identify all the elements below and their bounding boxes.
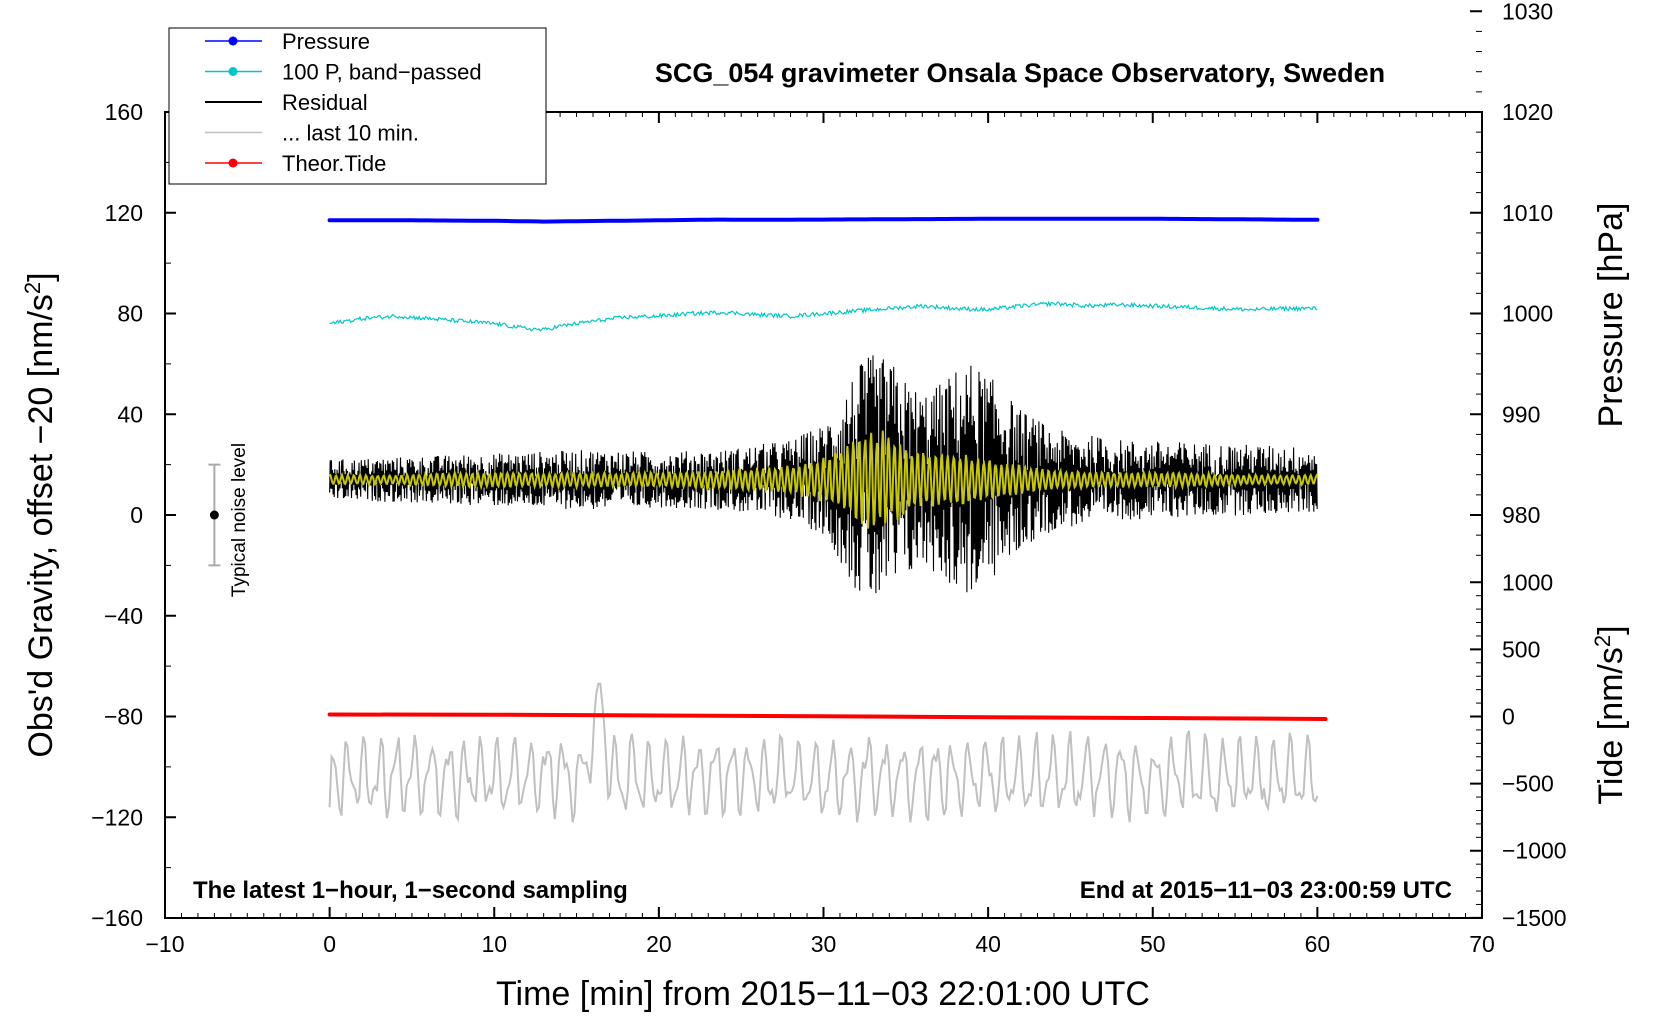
y-tick-label: −160 xyxy=(91,905,143,931)
legend: Pressure 100 P, band−passed Residual ... la… xyxy=(168,27,547,185)
end-time-note: End at 2015−11−03 23:00:59 UTC xyxy=(1080,877,1452,904)
legend-label: Residual xyxy=(282,90,368,115)
series-last-10-min xyxy=(328,682,1319,823)
legend-marker xyxy=(228,36,238,46)
legend-box xyxy=(168,27,547,185)
sampling-note: The latest 1−hour, 1−second sampling xyxy=(193,877,628,904)
x-tick-label: 70 xyxy=(1469,931,1495,957)
x-tick-label: 0 xyxy=(323,931,336,957)
x-tick-label: 60 xyxy=(1305,931,1331,957)
series-residual-smoothed xyxy=(329,430,1319,529)
noise-level-label: Typical noise level xyxy=(229,443,250,597)
tide-tick-label: 500 xyxy=(1502,636,1540,662)
tide-tick-label: 0 xyxy=(1502,704,1515,730)
y-tick-label: 120 xyxy=(105,200,143,226)
y-tick-label: 80 xyxy=(117,301,143,327)
series-band-passed-pressure xyxy=(329,300,1318,332)
legend-label: ... last 10 min. xyxy=(282,121,419,146)
noise-level-bar xyxy=(208,463,221,567)
legend-label: Theor.Tide xyxy=(282,151,386,176)
x-tick-label: 20 xyxy=(646,931,672,957)
legend-label: 100 P, band−passed xyxy=(282,60,482,85)
pressure-tick-label: 1030 xyxy=(1502,0,1553,24)
y-tick-label: −40 xyxy=(104,603,143,629)
x-tick-label: 10 xyxy=(481,931,507,957)
left-axis-ticks: 160 120 80 40 0 −40 −80 −120 −160 xyxy=(91,99,176,931)
pressure-tick-label: 1020 xyxy=(1502,99,1553,125)
pressure-axis-label: Pressure [hPa] xyxy=(1592,203,1630,428)
x-tick-label: 30 xyxy=(811,931,837,957)
pressure-tick-label: 1000 xyxy=(1502,301,1553,327)
series-line-residual-smoothed xyxy=(329,430,1319,529)
x-tick-label: −10 xyxy=(145,931,184,957)
y-tick-label: −80 xyxy=(104,704,143,730)
x-tick-label: 40 xyxy=(975,931,1001,957)
noise-bar-center xyxy=(209,510,219,520)
tide-axis-label: Tide [nm/s2] xyxy=(1590,625,1631,804)
legend-label: Pressure xyxy=(282,29,370,54)
series-line-theoretical-tide xyxy=(327,712,1328,721)
right-axis-ticks: 1030 1020 1010 1000 990 980 1000 500 0 −500 −1000 −… xyxy=(1470,0,1567,931)
legend-marker xyxy=(228,67,238,76)
y-tick-label: −120 xyxy=(91,804,143,830)
series-line-residual xyxy=(329,355,1318,594)
series-theoretical-tide xyxy=(327,712,1328,721)
tide-tick-label: 1000 xyxy=(1502,569,1553,595)
x-axis-label: Time [min] from 2015−11−03 22:01:00 UTC xyxy=(496,975,1150,1013)
chart-title: SCG_054 gravimeter Onsala Space Observat… xyxy=(655,58,1385,88)
left-axis-label: Obs'd Gravity, offset −20 [nm/s2] xyxy=(20,272,61,757)
legend-marker xyxy=(228,158,238,168)
tide-tick-label: −500 xyxy=(1502,771,1554,797)
x-axis-ticks: −10 0 10 20 30 40 50 60 70 xyxy=(145,112,1495,957)
series-pressure xyxy=(327,216,1320,224)
tide-tick-label: −1000 xyxy=(1502,838,1567,864)
pressure-tick-label: 980 xyxy=(1502,502,1540,528)
x-tick-label: 50 xyxy=(1140,931,1166,957)
series-line-band-passed xyxy=(329,300,1318,332)
y-tick-label: 160 xyxy=(105,99,143,125)
pressure-tick-label: 1010 xyxy=(1502,200,1553,226)
series-residual xyxy=(329,355,1318,594)
series-line-last-10-min xyxy=(328,682,1319,823)
pressure-tick-label: 990 xyxy=(1502,401,1540,427)
y-tick-label: 0 xyxy=(130,502,143,528)
tide-tick-label: −1500 xyxy=(1502,905,1567,931)
series-line-pressure xyxy=(327,216,1320,224)
y-tick-label: 40 xyxy=(117,401,143,427)
